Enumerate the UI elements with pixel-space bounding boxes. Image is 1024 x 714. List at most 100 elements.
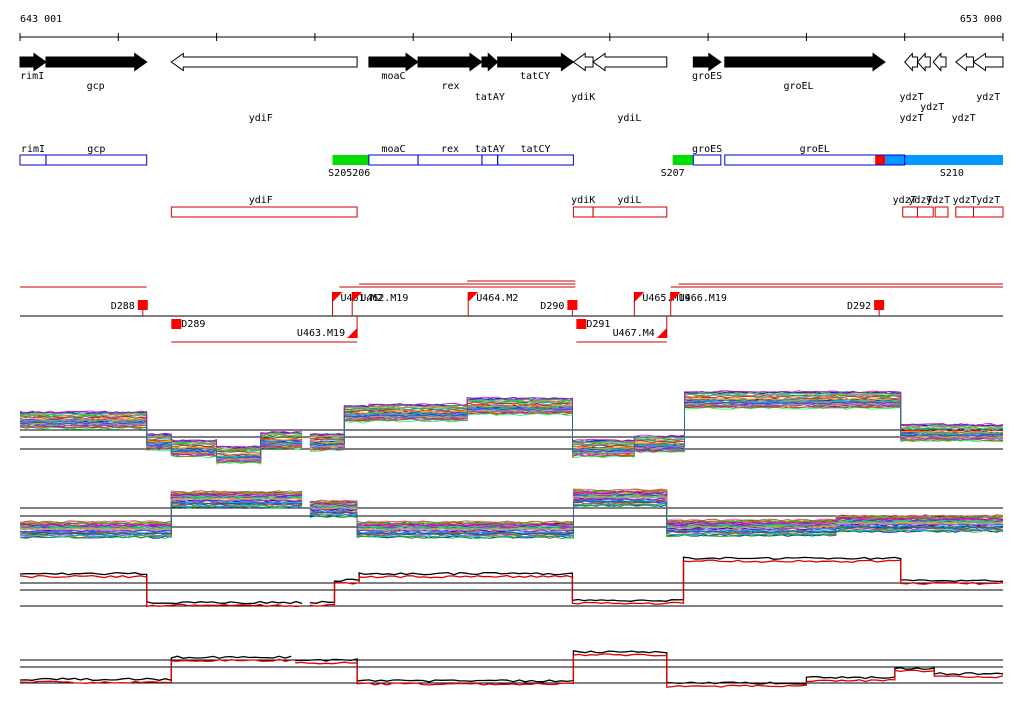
marker-U464.M2: [468, 292, 479, 302]
gene-arrow-tatAY: [481, 52, 499, 72]
cds-label: groEL: [800, 144, 830, 155]
rev-cds-label: ydzT: [953, 195, 977, 206]
rev-cds-label: ydiK: [571, 195, 595, 206]
rev-cds-box-ydzT: [902, 206, 918, 218]
expression-profile-line: [19, 396, 1004, 454]
marker-label: U465.M19: [642, 293, 690, 304]
gene-label: ydiK: [571, 92, 595, 103]
cds-label: gcp: [87, 144, 105, 155]
marker-label: U466.M19: [679, 293, 727, 304]
rev-cds-box-ydiL: [592, 206, 668, 218]
gene-arrow-ydzT: [916, 52, 931, 72]
expression-panel-forward-multi: [19, 390, 1004, 465]
gene-label: ydzT: [900, 113, 924, 124]
cds-label: tatAY: [475, 144, 505, 155]
cds-label: rex: [441, 144, 459, 155]
expression-profile-line: [19, 491, 1004, 526]
expression-profile-line: [19, 390, 1004, 449]
segment-S210: [885, 155, 1003, 165]
gene-arrow-ydzT: [932, 52, 947, 72]
segment-S207: [672, 155, 694, 165]
expression-profile-line: [19, 394, 1004, 453]
marker-label: U463.M19: [297, 328, 345, 339]
gene-label: ydiF: [249, 113, 273, 124]
marker-label: U461.M2: [341, 293, 383, 304]
expression-profile-line: [19, 495, 1004, 531]
coordinate-end-label: 653 000: [960, 14, 1002, 25]
gene-label: gcp: [87, 81, 105, 92]
expression-profile-line: [19, 403, 1004, 462]
marker-D292: [874, 300, 885, 310]
gene-label: rex: [441, 81, 459, 92]
expression-profile-line: [19, 650, 1004, 685]
expression-profile-line: [19, 405, 1004, 464]
gene-arrows-track: rimI gcp ydiF moaC rex tatAY tatCY ydiK ydiL groE…: [19, 52, 1004, 124]
cds-box-tatCY: [497, 154, 574, 166]
gene-arrow-ydiL: [592, 52, 668, 72]
rev-cds-label: ydzT: [926, 195, 950, 206]
expression-profile-line: [19, 556, 1004, 605]
gene-arrow-rimI: [19, 52, 47, 72]
rev-cds-box-ydiF: [170, 206, 358, 218]
rev-cds-label: ydiL: [617, 195, 641, 206]
cds-label: groES: [692, 144, 722, 155]
cds-box-groES: [692, 154, 722, 166]
rev-cds-box-ydiK: [572, 206, 594, 218]
rev-cds-box-ydzT: [973, 206, 1004, 218]
segment-S205206: [332, 155, 369, 165]
marker-label: D288: [111, 301, 135, 312]
gene-label: ydiL: [617, 113, 641, 124]
gene-arrow-ydzT: [955, 52, 975, 72]
marker-label: D291: [586, 319, 610, 330]
rev-cds-box-ydzT: [916, 206, 934, 218]
gene-arrow-rex: [417, 52, 483, 72]
gene-arrow-gcp: [45, 52, 148, 72]
rev-cds-label: ydzT: [908, 195, 932, 206]
marker-U462.M19: [352, 292, 363, 302]
rev-cds-label: ydiF: [249, 195, 273, 206]
marker-U466.M19: [670, 292, 681, 302]
gene-label: moaC: [381, 71, 405, 82]
gene-arrow-ydiF: [170, 52, 358, 72]
expression-panel-forward-summary: [19, 556, 1004, 608]
rev-cds-label: ydzT: [976, 195, 1000, 206]
rev-cds-label: ydzT: [893, 195, 917, 206]
gene-label: ydzT: [952, 113, 976, 124]
segment-label: S210: [940, 168, 964, 179]
marker-label: U464.M2: [476, 293, 518, 304]
gene-arrow-groEL: [724, 52, 886, 72]
gene-arrow-ydiK: [572, 52, 594, 72]
gene-arrow-ydzT: [904, 52, 918, 72]
cds-box-tatAY: [481, 154, 499, 166]
marker-U463.M19: [347, 328, 358, 338]
expression-profile-line: [19, 500, 1004, 535]
gene-arrow-moaC: [368, 52, 419, 72]
expression-profile-line: [19, 401, 1004, 459]
expression-profile-line: [19, 559, 1004, 608]
expression-profiles: [19, 390, 1004, 688]
gene-label: groES: [692, 71, 722, 82]
expression-profile-line: [19, 502, 1004, 538]
cds-box-gcp: [45, 154, 148, 166]
cds-label: rimI: [21, 144, 45, 155]
expression-panel-reverse-multi: [19, 488, 1004, 539]
gene-label: tatAY: [475, 92, 505, 103]
expression-profile-line: [19, 406, 1004, 465]
gene-label: ydzT: [920, 102, 944, 113]
cds-label: tatCY: [520, 144, 550, 155]
gene-label: groEL: [783, 81, 813, 92]
segment-label: S207: [661, 168, 685, 179]
expression-profile-line: [19, 391, 1004, 450]
marker-label: D292: [847, 301, 871, 312]
coordinate-axis: [19, 33, 1004, 41]
marker-D291: [576, 319, 587, 329]
gene-arrow-ydzT: [972, 52, 1004, 72]
marker-U461.M2: [332, 292, 343, 302]
marker-label: U462.M19: [360, 293, 408, 304]
expression-profile-line: [19, 399, 1004, 458]
expression-panel-reverse-summary: [19, 650, 1004, 688]
marker-D288: [137, 300, 148, 310]
